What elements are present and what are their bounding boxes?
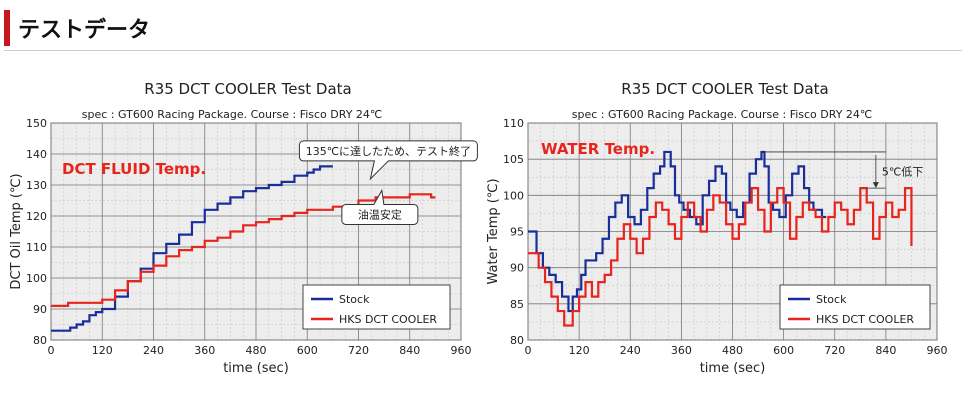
- x-axis-label: time (sec): [700, 361, 766, 376]
- legend: Stock HKS DCT COOLER: [779, 284, 931, 330]
- legend-label: Stock: [816, 293, 847, 306]
- x-tick-label: 840: [875, 344, 896, 357]
- x-tick-label: 720: [824, 344, 845, 357]
- series-line-hks: [51, 193, 436, 307]
- x-tick-label: 840: [399, 344, 420, 357]
- water-temp-chart: R35 DCT COOLER Test Data spec : GT600 Rac…: [486, 80, 948, 376]
- series-line-stock: [528, 150, 827, 313]
- legend-box: [302, 284, 451, 330]
- x-tick-label: 960: [451, 344, 472, 357]
- annotation-callout-bubble: [298, 140, 478, 181]
- x-tick-label: 120: [569, 344, 590, 357]
- x-tick-label: 120: [92, 344, 113, 357]
- x-tick-label: 960: [927, 344, 948, 357]
- series-line-stock: [51, 165, 333, 332]
- x-tick-label: 480: [246, 344, 267, 357]
- chart-subtitle: spec : GT600 Racing Package. Course : Fi…: [572, 108, 873, 121]
- y-tick-label: 150: [26, 117, 47, 130]
- y-tick-label: 80: [33, 334, 47, 347]
- legend-label: HKS DCT COOLER: [816, 313, 914, 326]
- x-tick-label: 0: [525, 344, 532, 357]
- legend-box: [779, 284, 931, 330]
- chart-subtitle: spec : GT600 Racing Package. Course : Fi…: [82, 108, 383, 121]
- chart-title: R35 DCT COOLER Test Data: [144, 80, 351, 98]
- y-axis-label: DCT Oil Temp (℃): [9, 173, 24, 289]
- y-tick-label: 110: [26, 241, 47, 254]
- annotation-5c-drop: 5℃低下: [882, 166, 923, 179]
- series-line-hks: [528, 187, 913, 327]
- y-tick-label: 100: [503, 189, 524, 202]
- y-tick-label: 90: [33, 303, 47, 316]
- x-tick-label: 600: [297, 344, 318, 357]
- legend: Stock HKS DCT COOLER: [302, 284, 451, 330]
- y-tick-label: 100: [26, 272, 47, 285]
- y-tick-label: 140: [26, 148, 47, 161]
- y-tick-label: 80: [510, 334, 524, 347]
- x-tick-label: 360: [671, 344, 692, 357]
- inner-chart-title: WATER Temp.: [541, 140, 655, 158]
- y-tick-label: 105: [503, 153, 524, 166]
- chart-title: R35 DCT COOLER Test Data: [621, 80, 828, 98]
- x-tick-label: 240: [620, 344, 641, 357]
- y-axis-label: Water Temp (℃): [486, 178, 501, 284]
- x-tick-label: 0: [48, 344, 55, 357]
- x-tick-label: 240: [143, 344, 164, 357]
- y-tick-label: 90: [510, 262, 524, 275]
- dct-fluid-chart: R35 DCT COOLER Test Data spec : GT600 Rac…: [9, 80, 478, 376]
- legend-label: Stock: [339, 293, 370, 306]
- bracket-arrow-head: [872, 182, 879, 189]
- x-tick-label: 480: [722, 344, 743, 357]
- inner-chart-title: DCT FLUID Temp.: [62, 160, 206, 178]
- legend-label: HKS DCT COOLER: [339, 313, 437, 326]
- x-tick-label: 600: [773, 344, 794, 357]
- y-tick-label: 110: [503, 117, 524, 130]
- section-header: テストデータ: [4, 6, 962, 51]
- annotation-callout-bubble: [341, 188, 419, 225]
- y-tick-label: 120: [26, 210, 47, 223]
- y-tick-label: 130: [26, 179, 47, 192]
- y-tick-label: 85: [510, 298, 524, 311]
- x-tick-label: 720: [348, 344, 369, 357]
- header-accent-bar: [4, 10, 10, 46]
- x-tick-label: 360: [194, 344, 215, 357]
- annotation-oil-stable: 油温安定: [358, 207, 402, 221]
- section-title: テストデータ: [18, 18, 151, 43]
- y-tick-label: 95: [510, 226, 524, 239]
- x-axis-label: time (sec): [223, 361, 289, 376]
- annotation-test-end: 135℃に達したため、テスト終了: [306, 144, 471, 158]
